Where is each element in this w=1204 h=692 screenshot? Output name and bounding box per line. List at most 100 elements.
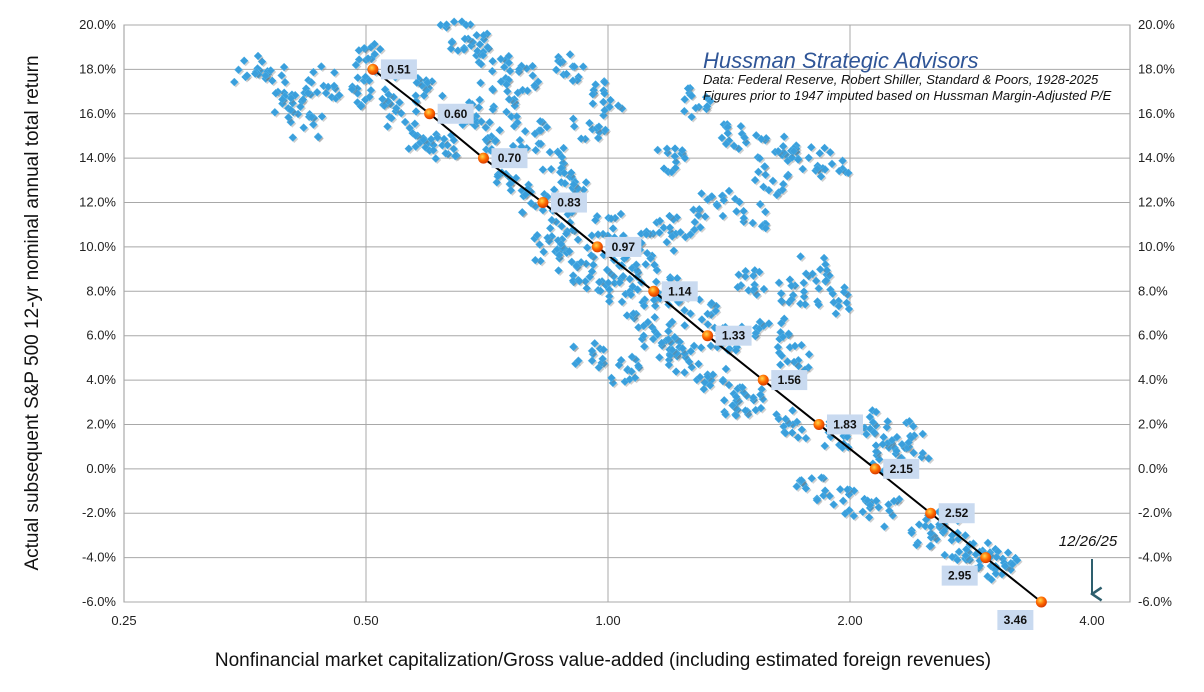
scatter-point <box>787 281 796 291</box>
scatter-point <box>334 90 344 100</box>
scatter-point <box>591 80 600 89</box>
scatter-point <box>646 254 655 263</box>
scatter-point <box>600 89 609 98</box>
scatter-point <box>796 252 805 261</box>
scatter-point <box>608 224 618 233</box>
scatter-point <box>705 381 715 390</box>
scatter-point <box>530 255 540 265</box>
scatter-point <box>812 495 822 505</box>
scatter-point <box>706 96 715 106</box>
scatter-point <box>822 265 832 275</box>
scatter-point <box>764 185 774 195</box>
scatter-point <box>804 349 814 359</box>
scatter-point <box>735 197 744 207</box>
scatter-point <box>756 390 765 400</box>
scatter-point <box>878 439 888 449</box>
scatter-point <box>756 403 766 413</box>
scatter-point <box>569 122 579 131</box>
scatter-point <box>530 81 539 90</box>
scatter-point <box>697 189 706 198</box>
scatter-point <box>1000 561 1010 571</box>
scatter-point <box>815 265 825 274</box>
scatter-point <box>781 414 791 424</box>
scatter-point <box>473 46 482 56</box>
y-tick-label-left: -6.0% <box>82 594 116 609</box>
scatter-point <box>565 218 575 227</box>
scatter-point <box>404 144 414 154</box>
scatter-point <box>838 496 848 506</box>
scatter-point <box>892 432 902 442</box>
scatter-point <box>844 304 854 314</box>
scatter-point <box>551 65 561 75</box>
scatter-point <box>653 330 662 340</box>
scatter-point <box>750 175 760 185</box>
scatter-point <box>288 98 298 108</box>
x-tick-label: 4.00 <box>1079 613 1104 628</box>
scatter-point <box>834 301 844 311</box>
scatter-point <box>496 54 506 64</box>
scatter-point <box>808 269 817 279</box>
scatter-point <box>576 134 586 144</box>
fit-point-label: 0.51 <box>387 62 411 76</box>
scatter-point <box>874 454 884 464</box>
fit-label-bg <box>771 370 808 391</box>
scatter-point <box>632 265 642 275</box>
scatter-point <box>991 569 1001 579</box>
y-tick-label-left: -4.0% <box>82 550 116 565</box>
scatter-point <box>568 114 578 124</box>
scatter-point <box>502 107 511 117</box>
scatter-point <box>481 123 491 132</box>
scatter-point <box>829 500 839 509</box>
fit-point-label: 2.52 <box>945 506 969 520</box>
scatter-point <box>664 360 674 370</box>
scatter-point <box>460 34 470 44</box>
scatter-point <box>905 416 914 426</box>
fit-point <box>1035 596 1047 608</box>
chart-title: Hussman Strategic Advisors <box>703 48 979 73</box>
scatter-point <box>627 352 637 362</box>
scatter-point <box>680 153 690 163</box>
date-annotation: 12/26/25 <box>1059 533 1118 550</box>
y-tick-label-right: 8.0% <box>1138 283 1168 298</box>
y-tick-label-right: -2.0% <box>1138 505 1172 520</box>
scatter-point <box>940 550 950 560</box>
scatter-point <box>545 147 555 157</box>
scatter-point <box>520 126 530 136</box>
scatter-point <box>303 88 313 98</box>
chart-subtitle-2: Figures prior to 1947 imputed based on H… <box>703 88 1112 103</box>
scatter-point <box>721 364 731 374</box>
scatter-point <box>655 352 664 362</box>
scatter-point <box>639 342 649 351</box>
y-tick-label-left: 20.0% <box>79 17 116 32</box>
scatter-point <box>694 359 703 369</box>
scatter-point <box>884 506 894 516</box>
scatter-point <box>828 289 838 299</box>
scatter-point <box>588 99 598 108</box>
scatter-point <box>598 354 607 364</box>
scatter-point <box>683 84 693 93</box>
scatter-point <box>286 93 296 103</box>
scatter-point <box>450 151 460 161</box>
scatter-point <box>557 152 567 162</box>
scatter-point <box>566 168 576 178</box>
scatter-point <box>488 56 498 66</box>
scatter-point <box>849 511 859 521</box>
scatter-point <box>267 76 277 86</box>
scatter-point <box>290 90 300 100</box>
scatter-point <box>546 164 556 174</box>
scatter-point <box>354 55 364 64</box>
fit-point-label: 1.83 <box>833 417 857 431</box>
scatter-point <box>814 284 824 293</box>
scatter-point <box>565 246 574 256</box>
scatter-point <box>831 309 841 319</box>
fit-label-bg <box>997 610 1034 630</box>
scatter-point <box>317 112 327 121</box>
scatter-point <box>787 428 797 438</box>
scatter-point <box>694 204 704 214</box>
scatter-point <box>354 46 364 55</box>
scatter-point <box>788 406 797 415</box>
scatter-point <box>631 260 641 269</box>
scatter-point <box>775 360 785 370</box>
fit-point-label: 0.83 <box>557 196 581 210</box>
scatter-point <box>588 260 598 270</box>
